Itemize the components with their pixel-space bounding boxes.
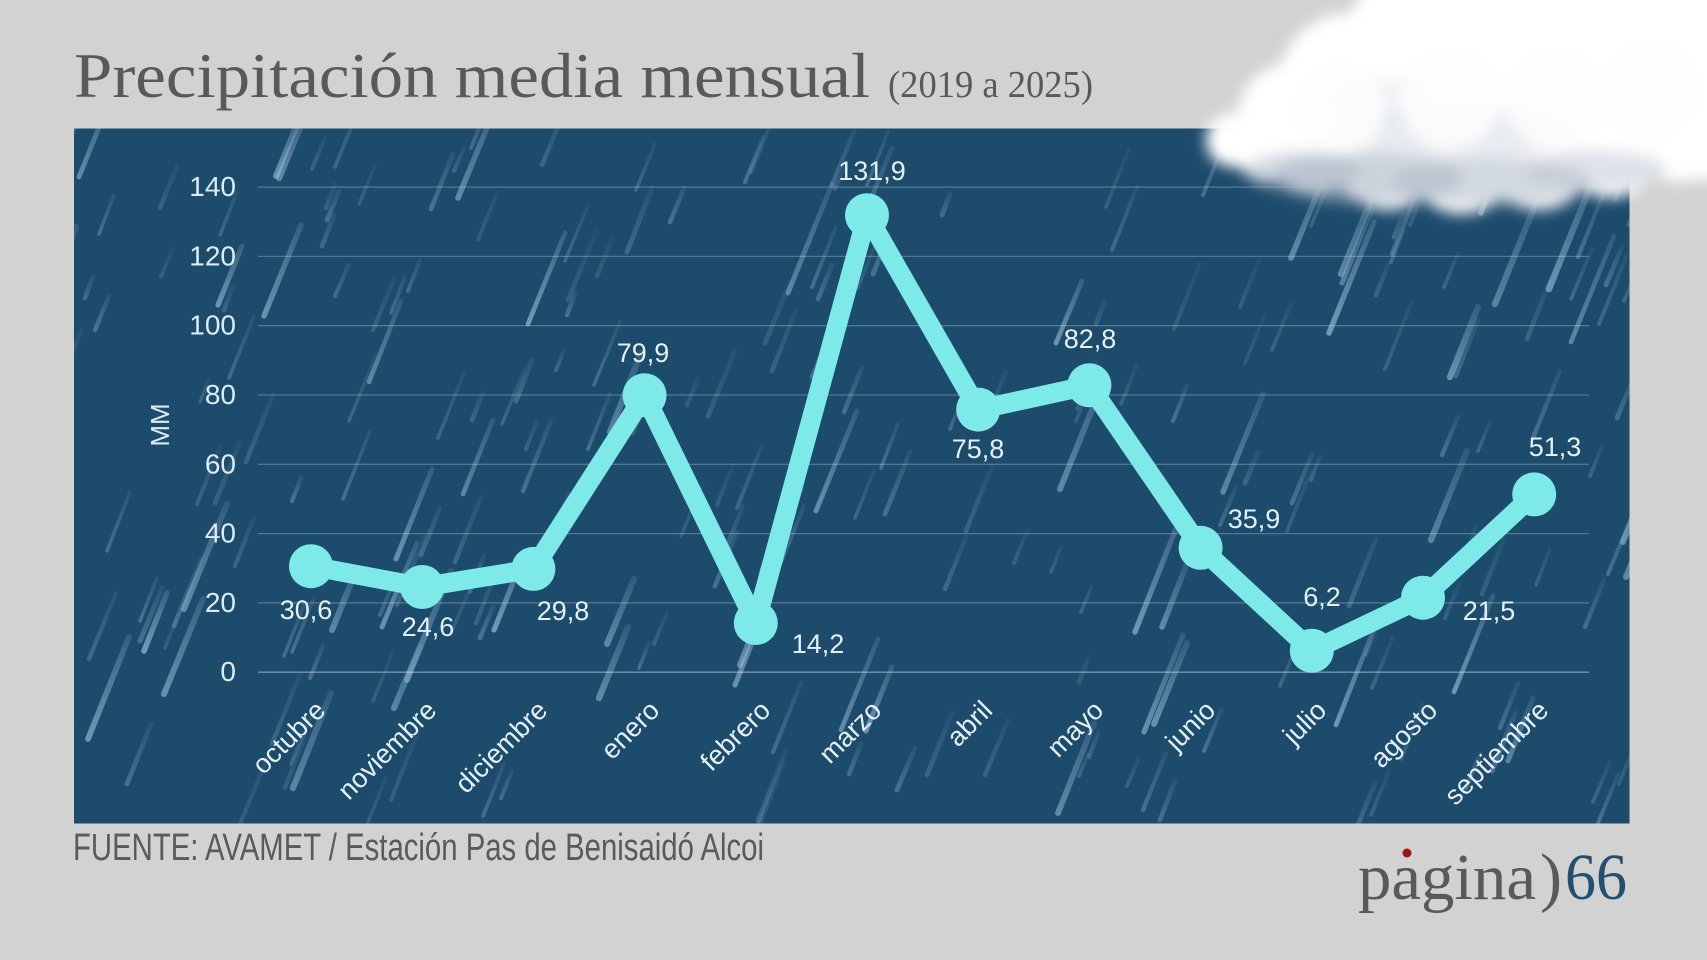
svg-text:24,6: 24,6: [402, 612, 455, 642]
svg-text:14,2: 14,2: [792, 629, 845, 659]
svg-text:140: 140: [189, 171, 236, 202]
svg-text:35,9: 35,9: [1228, 504, 1281, 534]
svg-text:60: 60: [205, 448, 236, 479]
svg-text:MM: MM: [145, 403, 175, 446]
svg-text:120: 120: [189, 240, 236, 271]
svg-text:29,8: 29,8: [537, 596, 590, 626]
svg-text:0: 0: [220, 656, 236, 687]
svg-text:FUENTE: AVAMET / Estación Pas: FUENTE: AVAMET / Estación Pas de Benisai…: [73, 827, 764, 869]
svg-text:82,8: 82,8: [1064, 324, 1117, 354]
svg-text:40: 40: [205, 518, 236, 549]
svg-text:100: 100: [189, 310, 236, 341]
svg-text:(2019 a 2025): (2019 a 2025): [888, 64, 1093, 106]
svg-text:21,5: 21,5: [1463, 596, 1516, 626]
svg-text:79,9: 79,9: [617, 338, 670, 368]
svg-text:Precipitación media mensual: Precipitación media mensual: [74, 40, 870, 111]
svg-text:20: 20: [205, 587, 236, 618]
svg-text:30,6: 30,6: [280, 595, 333, 625]
svg-text:): ): [1540, 841, 1562, 914]
svg-text:80: 80: [205, 379, 236, 410]
svg-text:pagina: pagina: [1358, 841, 1536, 914]
svg-text:66: 66: [1565, 841, 1627, 914]
svg-text:51,3: 51,3: [1529, 432, 1582, 462]
svg-text:75,8: 75,8: [952, 434, 1005, 464]
svg-text:131,9: 131,9: [838, 156, 906, 186]
svg-text:6,2: 6,2: [1303, 582, 1341, 612]
